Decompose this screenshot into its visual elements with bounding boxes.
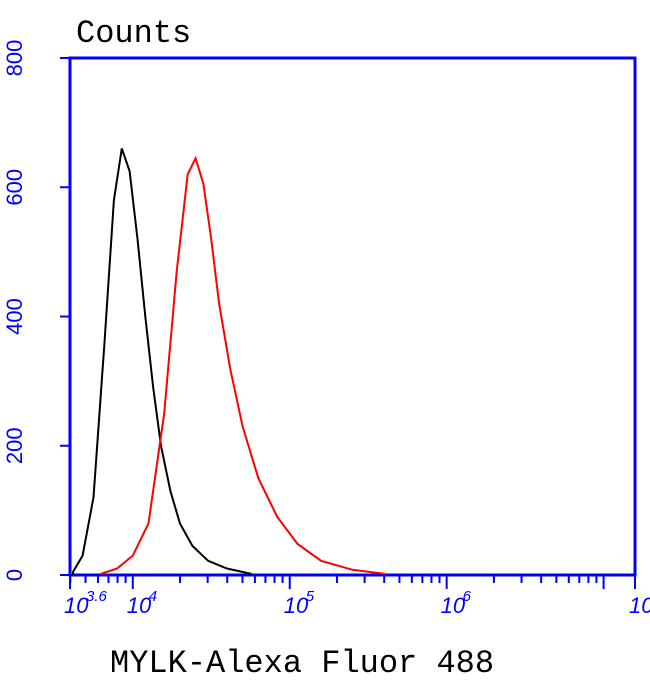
xtick-label: 106 (441, 588, 472, 618)
svg-text:800: 800 (2, 40, 27, 77)
y-axis-title: Counts (76, 15, 191, 52)
svg-text:10: 10 (629, 593, 650, 618)
chart-container: 0200400600800103.6104105106107.2CountsMY… (0, 0, 650, 690)
xtick-label: 104 (127, 588, 157, 618)
flow-histogram: 0200400600800103.6104105106107.2CountsMY… (0, 0, 650, 690)
svg-text:4: 4 (149, 588, 157, 605)
svg-text:400: 400 (2, 298, 27, 335)
svg-text:6: 6 (463, 588, 472, 605)
svg-text:0: 0 (2, 569, 27, 581)
svg-text:3.6: 3.6 (86, 588, 108, 605)
xtick-label: 105 (284, 588, 315, 618)
x-axis-title: MYLK-Alexa Fluor 488 (110, 645, 494, 682)
series-stained (101, 158, 384, 575)
svg-text:200: 200 (2, 427, 27, 464)
series-control (73, 149, 250, 576)
xtick-label: 103.6 (64, 588, 108, 618)
svg-text:600: 600 (2, 169, 27, 206)
xtick-label: 107.2 (629, 588, 650, 618)
svg-text:5: 5 (306, 588, 315, 605)
